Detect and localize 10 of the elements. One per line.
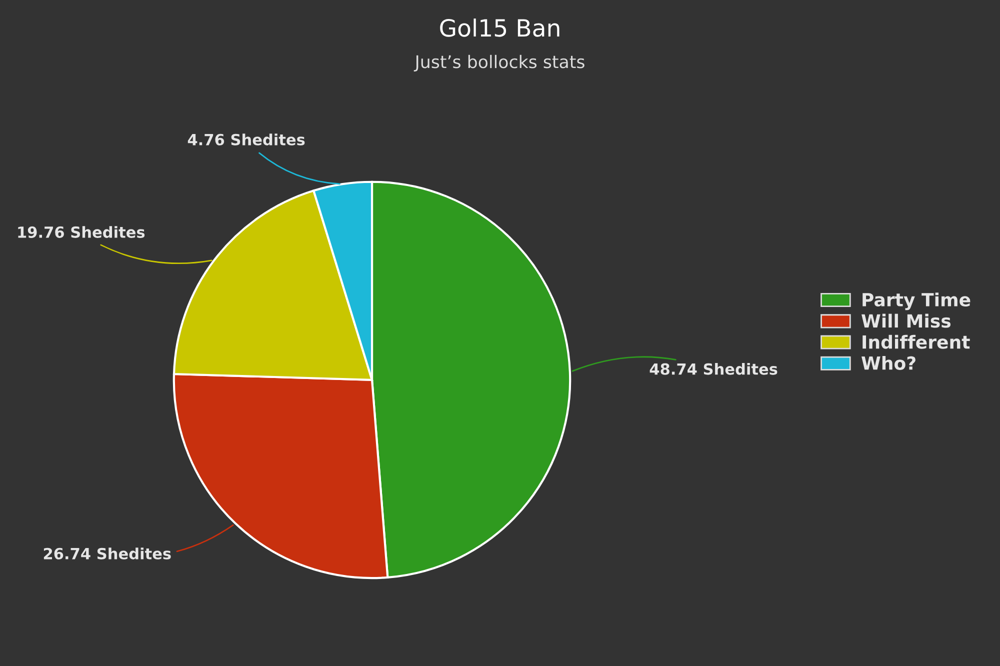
data-label: 48.74 Shedites <box>650 362 778 375</box>
data-label: 19.76 Shedites <box>18 226 145 238</box>
data-label: 4.76 Shedites <box>188 134 305 146</box>
data-label: 26.74 Shedites <box>44 548 171 560</box>
legend-label: Party Time <box>862 292 970 310</box>
legend-label: Will Miss <box>862 314 951 328</box>
legend-label: Who? <box>862 356 916 370</box>
chart-subtitle: Just’s bollocks stats <box>414 54 584 72</box>
legend-label: Indifferent <box>862 334 970 349</box>
chart-title: Gol15 Ban <box>440 18 560 37</box>
